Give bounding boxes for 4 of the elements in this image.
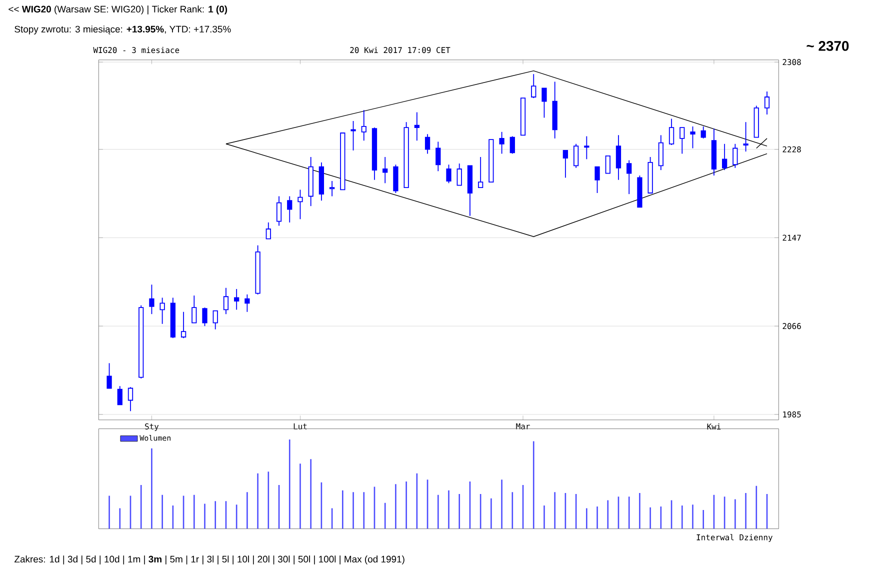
text: Zakres: 1d | 3d | 5d | 10d | 1m | 3m | 5m | 1r | 3l | 5l | 10l | 20l | 30l | 50l | 100l | Max (od 1991) bbox=[14, 556, 404, 564]
text: ~ 2370 bbox=[806, 41, 849, 51]
chart-subtitle: Stopy zwrotu: 3 miesiące: +13.95%, YTD: +17.35% bbox=[14, 26, 231, 34]
chart-title: << WIG20 (Warsaw SE: WIG20) | Ticker Rank: 1 (0) bbox=[8, 6, 228, 14]
